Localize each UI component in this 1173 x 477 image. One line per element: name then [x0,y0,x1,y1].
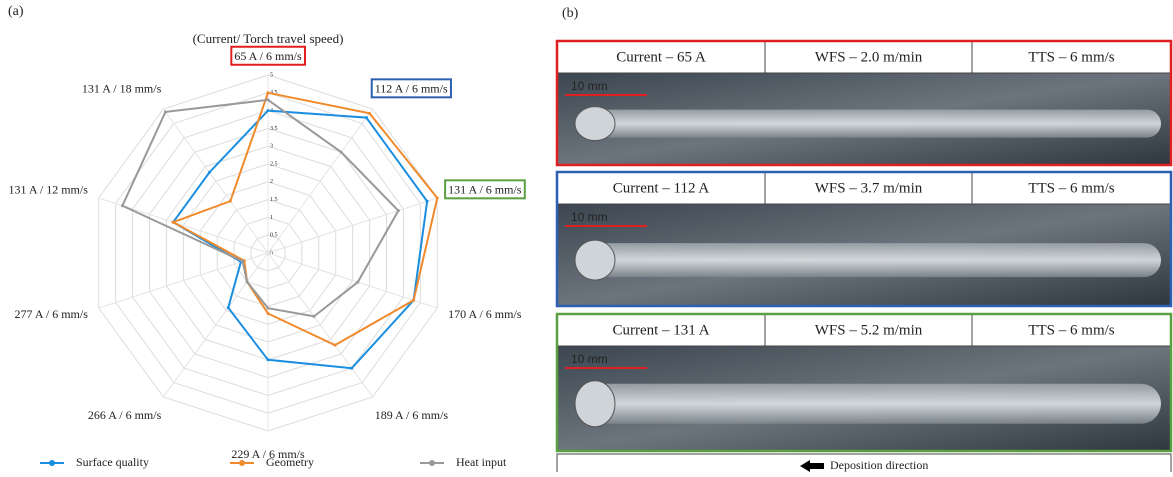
scale-label: 10 mm [571,352,608,366]
spoke [163,253,268,397]
panel-label: (b) [562,6,579,21]
panel-label: (a) [8,4,24,19]
series-point [436,196,439,199]
category-label: 65 A / 6 mm/s [234,49,302,63]
r-tick-label: 1 [270,215,273,221]
series-point [241,260,244,263]
table-cell: Current – 131 A [612,322,709,338]
series-point [313,315,316,318]
weld-bead [579,384,1161,424]
category-label: 170 A / 6 mm/s [448,307,522,321]
weld-start [575,381,615,427]
table-cell: TTS – 6 mm/s [1028,49,1114,65]
category-label: 266 A / 6 mm/s [88,408,162,422]
scale-label: 10 mm [571,79,608,93]
series-point [365,116,368,119]
series-point [227,306,230,309]
series-point [267,109,270,112]
legend-label: Geometry [266,455,314,469]
r-tick-label: 3.5 [270,126,278,132]
series-point [164,110,167,113]
spoke [268,109,373,253]
series-point [397,209,400,212]
weld-bead [579,110,1161,138]
series-point [229,200,232,203]
series-point [267,312,270,315]
series-point [340,151,343,154]
series-point [121,204,124,207]
weld-start [575,107,615,141]
r-tick-label: 1.5 [270,197,278,203]
series-point [208,171,211,174]
scale-label: 10 mm [571,210,608,224]
r-tick-label: 3 [270,144,273,150]
series-point [426,200,429,203]
legend-swatch [239,460,245,466]
legend-label: Heat input [456,455,507,469]
category-label: 277 A / 6 mm/s [15,307,89,321]
table-cell: WFS – 3.7 m/min [815,180,923,196]
direction-arrow [800,460,824,472]
table-cell: TTS – 6 mm/s [1028,180,1114,196]
series-line [173,93,437,345]
category-label: 131 A / 12 mm/s [9,182,89,196]
weld-bead [579,243,1161,277]
series-point [267,307,270,310]
table-cell: WFS – 5.2 m/min [815,322,923,338]
series-point [267,98,270,101]
series-point [412,299,415,302]
category-label: 131 A / 6 mm/s [448,182,522,196]
series-point [267,358,270,361]
r-tick-label: 2.5 [270,161,278,167]
figure: (a) (Current/ Torch travel speed) (b) 00… [0,0,1173,472]
subtitle: (Current/ Torch travel speed) [193,31,344,46]
series-point [368,112,371,115]
table-cell: Current – 112 A [613,180,710,196]
table-cell: WFS – 2.0 m/min [815,49,923,65]
direction-label: Deposition direction [830,458,928,472]
legend-swatch [49,460,55,466]
weld-start [575,240,615,280]
r-tick-label: 2 [270,179,273,185]
series-point [350,367,353,370]
table-cell: Current – 65 A [616,49,706,65]
legend-swatch [429,460,435,466]
r-tick-label: 5 [270,72,273,78]
category-label: 189 A / 6 mm/s [375,408,449,422]
series-point [172,221,175,224]
series-point [333,344,336,347]
r-tick-label: 0.5 [270,233,278,239]
category-label: 112 A / 6 mm/s [375,81,448,95]
series-point [267,91,270,94]
series-line [122,100,398,316]
table-cell: TTS – 6 mm/s [1028,322,1114,338]
category-label: 131 A / 18 mm/s [82,81,162,95]
spoke [268,253,373,397]
series-point [356,281,359,284]
series-point [246,280,249,283]
legend-label: Surface quality [76,455,149,469]
